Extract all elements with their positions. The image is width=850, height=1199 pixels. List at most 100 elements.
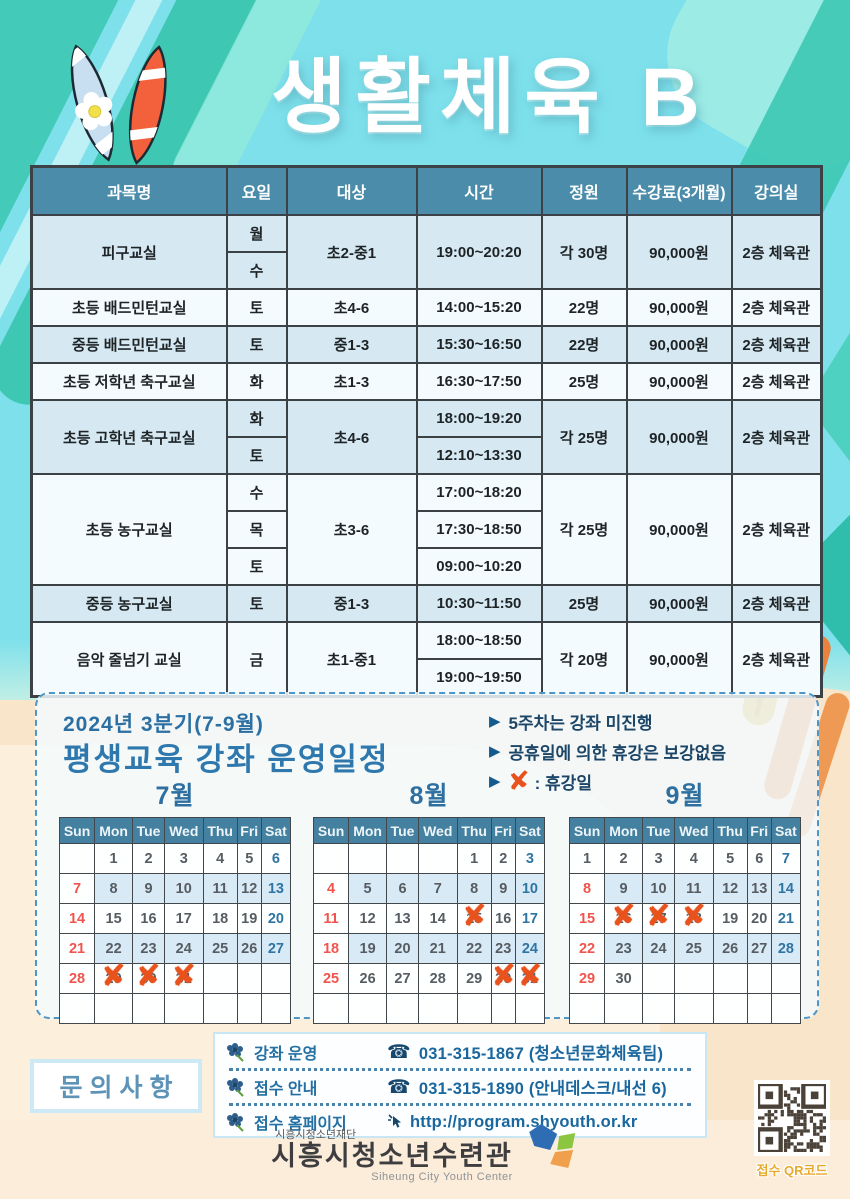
calendar-day-cell: 13 bbox=[746, 873, 772, 904]
course-time-cell: 19:00~19:50 bbox=[415, 658, 543, 698]
course-target-cell: 초3-6 bbox=[285, 473, 418, 586]
calendar-day-cell: 18 ✘ bbox=[673, 898, 714, 934]
calendar-day-cell: 2 bbox=[604, 843, 644, 874]
calendar-day-cell: 28 bbox=[58, 963, 96, 994]
calendar-day-cell: 14 bbox=[58, 903, 96, 934]
contact-label: 접수 안내 bbox=[227, 1075, 387, 1099]
course-day-cell: 수 bbox=[225, 473, 288, 512]
weekday-header: Thu bbox=[202, 817, 238, 844]
calendar-day-cell: 25 bbox=[312, 963, 350, 994]
x-mark-icon: ✘ bbox=[678, 898, 710, 933]
course-table: 과목명 요일 대상 시간 정원 수강료(3개월) 강의실 피구교실 월 초2-중1 19:00~2… bbox=[30, 165, 823, 698]
course-capacity-cell: 각 20명 bbox=[540, 621, 628, 698]
course-day-cell: 수 bbox=[225, 251, 288, 290]
click-icon bbox=[388, 1114, 401, 1128]
calendar-day-cell: 17 ✘ bbox=[642, 898, 675, 934]
calendar-day-cell: 10 bbox=[514, 873, 546, 904]
course-fee-cell: 90,000원 bbox=[625, 362, 733, 401]
calendar-day-cell: 8 bbox=[568, 873, 606, 904]
course-name-cell: 중등 농구교실 bbox=[30, 584, 228, 623]
course-fee-cell: 90,000원 bbox=[625, 325, 733, 364]
weekday-header: Sun bbox=[58, 817, 96, 844]
calendar-day-cell: 20 bbox=[746, 903, 772, 934]
course-fee-cell: 90,000원 bbox=[625, 473, 733, 586]
calendar-day-cell bbox=[746, 963, 772, 994]
weekday-header: Sat bbox=[260, 817, 292, 844]
calendar-day-cell: 23 bbox=[490, 933, 516, 964]
calendar-day-cell: 27 bbox=[746, 933, 772, 964]
calendar-month-title: 9월 bbox=[665, 782, 705, 810]
calendar-day-cell: 16 ✘ bbox=[604, 898, 644, 934]
calendar-day-cell: 24 bbox=[642, 933, 675, 964]
contact-label: 강좌 운영 bbox=[227, 1040, 387, 1064]
calendar-day-cell: 19 bbox=[712, 903, 748, 934]
course-time-cell: 18:00~19:20 bbox=[415, 399, 543, 438]
course-row: 초등 농구교실 수 초3-6 17:00~18:20 각 25명 90,000원 2층 체육… bbox=[30, 473, 823, 586]
calendar-day-cell: 15 bbox=[568, 903, 606, 934]
schedule-title: 평생교육 강좌 운영일정 bbox=[63, 742, 390, 777]
course-target-cell: 초1-중1 bbox=[285, 621, 418, 698]
course-day-cell: 목 bbox=[225, 510, 288, 549]
course-day-cell: 토 bbox=[225, 325, 288, 364]
calendar-day-cell bbox=[132, 993, 165, 1024]
calendar-day-cell: 12 bbox=[712, 873, 748, 904]
calendar-day-cell: 26 bbox=[712, 933, 748, 964]
weekday-header: Sun bbox=[568, 817, 606, 844]
calendar-day-cell bbox=[712, 993, 748, 1024]
calendar-day-cell: 17 bbox=[514, 903, 546, 934]
calendar-day-cell bbox=[94, 993, 134, 1024]
calendar-day-cell: 9 bbox=[490, 873, 516, 904]
calendar-day-cell: 25 bbox=[202, 933, 238, 964]
course-time-cell: 15:30~16:50 bbox=[415, 325, 543, 364]
calendar-day-cell: 25 bbox=[673, 933, 714, 964]
calendar-day-cell: 28 bbox=[417, 963, 458, 994]
course-row: 피구교실 월 초2-중1 19:00~20:20 각 30명 90,000원 2층 체육관 bbox=[30, 214, 823, 290]
flower-icon bbox=[227, 1078, 244, 1097]
phone-icon: ☎ bbox=[387, 1076, 411, 1098]
course-fee-cell: 90,000원 bbox=[625, 214, 733, 290]
triangle-bullet-icon: ▶ bbox=[489, 773, 501, 790]
course-row: 초등 저학년 축구교실 화 초1-3 16:30~17:50 25명 90,000원 2층 … bbox=[30, 362, 823, 401]
calendar-day-cell: 16 bbox=[490, 903, 516, 934]
schedule-legend: ▶ 5주차는 강좌 미진행 ▶ 공휴일에 의한 휴강은 보강없음 ▶ ✘ : 휴… bbox=[489, 706, 726, 796]
course-capacity-cell: 각 30명 bbox=[540, 214, 628, 290]
calendar-day-cell bbox=[514, 993, 546, 1024]
course-row: 초등 배드민턴교실 토 초4-6 14:00~15:20 22명 90,000원 2층 체육… bbox=[30, 288, 823, 327]
course-target-cell: 중1-3 bbox=[285, 325, 418, 364]
calendar-month-title: 8월 bbox=[409, 782, 449, 810]
calendar-day-cell: 8 bbox=[456, 873, 492, 904]
course-row: 19:00~19:50 bbox=[32, 658, 822, 698]
calendar-day-cell: 30 bbox=[604, 963, 644, 994]
course-target-cell: 초4-6 bbox=[285, 399, 418, 475]
course-capacity-cell: 22명 bbox=[540, 288, 628, 327]
calendar-day-cell: 1 bbox=[94, 843, 134, 874]
contact-panel: 강좌 운영 ☎ 031-315-1867 (청소년문화체육팀) 접수 안내 ☎ … bbox=[213, 1032, 707, 1138]
calendar-day-cell: 29 ✘ bbox=[94, 958, 134, 994]
calendar-day-cell: 7 bbox=[417, 873, 458, 904]
calendar-day-cell: 12 bbox=[348, 903, 388, 934]
poster-title: 생활체육 B bbox=[271, 52, 709, 143]
weekday-header: Wed bbox=[417, 817, 458, 844]
org-center-name: 시흥시청소년수련관 bbox=[271, 1141, 513, 1171]
course-capacity-cell: 각 25명 bbox=[540, 473, 628, 586]
calendar-day-cell: 26 bbox=[236, 933, 262, 964]
course-room-cell: 2층 체육관 bbox=[730, 473, 823, 586]
contact-value: ☎ 031-315-1890 (안내데스크/내선 6) bbox=[387, 1076, 667, 1099]
calendar-day-cell bbox=[312, 843, 350, 874]
course-row: 목 17:30~18:50 bbox=[32, 510, 822, 549]
weekday-header: Fri bbox=[746, 817, 772, 844]
course-capacity-cell: 25명 bbox=[540, 584, 628, 623]
calendar-day-cell: 24 bbox=[163, 933, 204, 964]
calendar-day-cell: 21 bbox=[770, 903, 802, 934]
calendar-day-cell bbox=[202, 993, 238, 1024]
course-room-cell: 2층 체육관 bbox=[730, 362, 823, 401]
calendar-day-cell bbox=[642, 993, 675, 1024]
column-header: 수강료(3개월) bbox=[625, 165, 733, 216]
course-time-cell: 09:00~10:20 bbox=[415, 547, 543, 586]
flower-icon bbox=[227, 1113, 244, 1132]
calendar-day-cell: 23 bbox=[132, 933, 165, 964]
calendar-day-cell: 10 bbox=[163, 873, 204, 904]
course-room-cell: 2층 체육관 bbox=[730, 584, 823, 623]
calendar-day-cell bbox=[673, 963, 714, 994]
calendar-day-cell: 4 bbox=[673, 843, 714, 874]
